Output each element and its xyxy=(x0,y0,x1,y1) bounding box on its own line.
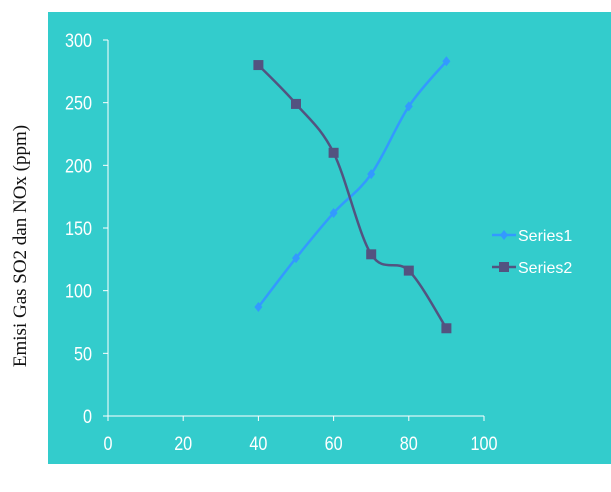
series-markers xyxy=(253,56,452,334)
y-tick-label: 300 xyxy=(65,31,92,52)
series2-point xyxy=(328,147,339,158)
y-tick-label: 200 xyxy=(65,156,92,177)
y-tick-label: 0 xyxy=(83,407,92,428)
series1-point xyxy=(329,207,338,218)
x-tick-label: 80 xyxy=(400,434,418,455)
legend-swatch-marker xyxy=(499,262,509,272)
x-tick-label: 20 xyxy=(174,434,192,455)
legend: Series1 Series2 xyxy=(492,228,572,277)
y-tick-label: 150 xyxy=(65,219,92,240)
series2-point xyxy=(253,60,264,71)
x-tick-label: 0 xyxy=(104,434,113,455)
legend-label-series2: Series2 xyxy=(518,260,572,277)
series2-point xyxy=(441,323,452,334)
series1-line xyxy=(257,60,448,308)
y-tick-label: 100 xyxy=(65,282,92,303)
legend-swatch-marker xyxy=(500,230,508,240)
series2-point xyxy=(403,265,414,276)
series1-point xyxy=(404,101,413,112)
axes xyxy=(103,39,485,421)
series1-point xyxy=(442,56,451,67)
legend-label-series1: Series1 xyxy=(518,228,572,245)
chart-background xyxy=(48,12,611,464)
y-tick-label: 250 xyxy=(65,94,92,115)
tick-labels: 0 50 100 150 200 250 300 0 20 40 60 80 100 xyxy=(65,31,498,455)
series1-point xyxy=(367,169,376,180)
y-tick-label: 50 xyxy=(74,344,92,365)
series2-point xyxy=(366,249,377,260)
series1-point xyxy=(292,253,300,264)
x-tick-label: 40 xyxy=(249,434,267,455)
x-tick-label: 60 xyxy=(325,434,343,455)
series2-point xyxy=(291,98,301,109)
x-tick-label: 100 xyxy=(471,434,498,455)
series1-point xyxy=(254,301,263,312)
